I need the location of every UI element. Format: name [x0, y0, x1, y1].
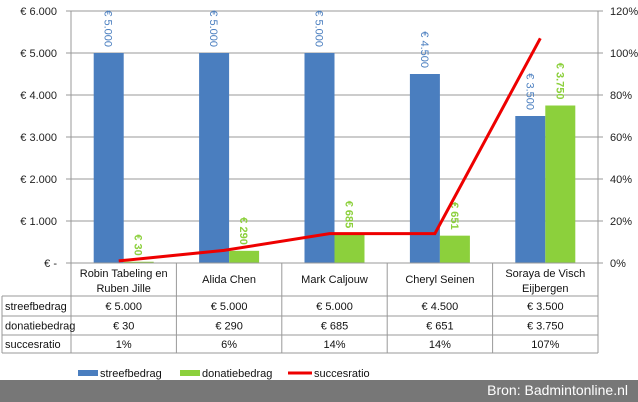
legend-label: succesratio — [314, 368, 370, 380]
source-credit: Bron: Badmintonline.nl — [487, 382, 628, 398]
y2-tick-label: 60% — [610, 132, 632, 144]
category-label: Mark Caljouw — [301, 274, 368, 286]
data-label-streefbedrag: € 5.000 — [313, 10, 325, 47]
table-row-header: succesratio — [5, 339, 61, 351]
table-cell: € 651 — [426, 321, 454, 333]
table-row-header: streefbedrag — [5, 301, 67, 313]
bar-donatiebedrag — [229, 250, 260, 263]
table-cell: € 5.000 — [211, 301, 248, 313]
legend-swatch-streefbedrag — [78, 370, 98, 376]
table-cell: € 5.000 — [316, 301, 353, 313]
bar-streefbedrag — [199, 53, 230, 263]
table-cell: 14% — [323, 339, 345, 351]
y-tick-label: € 1.000 — [20, 216, 57, 228]
data-label-donatiebedrag: € 290 — [237, 217, 249, 245]
data-label-donatiebedrag: € 651 — [448, 202, 460, 230]
category-label: Cheryl Seinen — [405, 274, 474, 286]
data-label-streefbedrag: € 4.500 — [418, 31, 430, 68]
table-cell: € 3.500 — [527, 301, 564, 313]
y-tick-label: € 4.000 — [20, 90, 57, 102]
category-label: Alida Chen — [202, 274, 256, 286]
line-succesratio — [118, 37, 542, 263]
category-label: Robin Tabeling en — [80, 268, 168, 280]
y-tick-label: € 3.000 — [20, 132, 57, 144]
y2-tick-label: 20% — [610, 216, 632, 228]
category-label: Soraya de Visch — [505, 268, 585, 280]
bar-donatiebedrag — [545, 105, 576, 263]
chart: € - 0% € 1.000 20% € 2.000 40% € 3.000 60% € 4.0… — [1, 6, 638, 380]
table-row-header: donatiebedrag — [5, 321, 75, 333]
table-cell: € 4.500 — [422, 301, 459, 313]
bar-donatiebedrag — [123, 261, 154, 263]
category-label: Ruben Jille — [96, 283, 150, 295]
y2-tick-label: 0% — [610, 258, 626, 270]
table-cell: € 290 — [215, 321, 243, 333]
data-label-donatiebedrag: € 3.750 — [553, 63, 565, 100]
data-label-streefbedrag: € 5.000 — [102, 10, 114, 47]
legend-label: donatiebedrag — [202, 368, 272, 380]
table-cell: € 3.750 — [527, 321, 564, 333]
bar-streefbedrag — [304, 53, 335, 263]
footer-bar: Bron: Badmintonline.nl — [0, 380, 638, 402]
data-label-streefbedrag: € 5.000 — [207, 10, 219, 47]
table-cell: € 5.000 — [105, 301, 142, 313]
bar-streefbedrag — [93, 53, 124, 263]
y-tick-label: € 5.000 — [20, 48, 57, 60]
y-tick-label: € - — [44, 258, 57, 270]
y2-tick-label: 80% — [610, 90, 632, 102]
y2-tick-label: 100% — [610, 48, 638, 60]
legend-label: streefbedrag — [100, 368, 162, 380]
data-label-donatiebedrag: € 685 — [343, 201, 355, 229]
bar-streefbedrag — [515, 116, 546, 263]
table-cell: € 685 — [321, 321, 349, 333]
table-cell: 14% — [429, 339, 451, 351]
table-cell: 6% — [221, 339, 237, 351]
bar-donatiebedrag — [334, 234, 365, 263]
bar-donatiebedrag — [439, 235, 470, 263]
y2-tick-label: 120% — [610, 6, 638, 18]
table-cell: 107% — [531, 339, 559, 351]
legend-swatch-donatiebedrag — [180, 370, 200, 376]
y2-tick-label: 40% — [610, 174, 632, 186]
category-label: Eijbergen — [522, 283, 568, 295]
data-label-streefbedrag: € 3.500 — [523, 73, 535, 110]
y-tick-label: € 6.000 — [20, 6, 57, 18]
y-tick-label: € 2.000 — [20, 174, 57, 186]
table-cell: 1% — [116, 339, 132, 351]
data-label-donatiebedrag: € 30 — [132, 234, 144, 255]
table-cell: € 30 — [113, 321, 134, 333]
